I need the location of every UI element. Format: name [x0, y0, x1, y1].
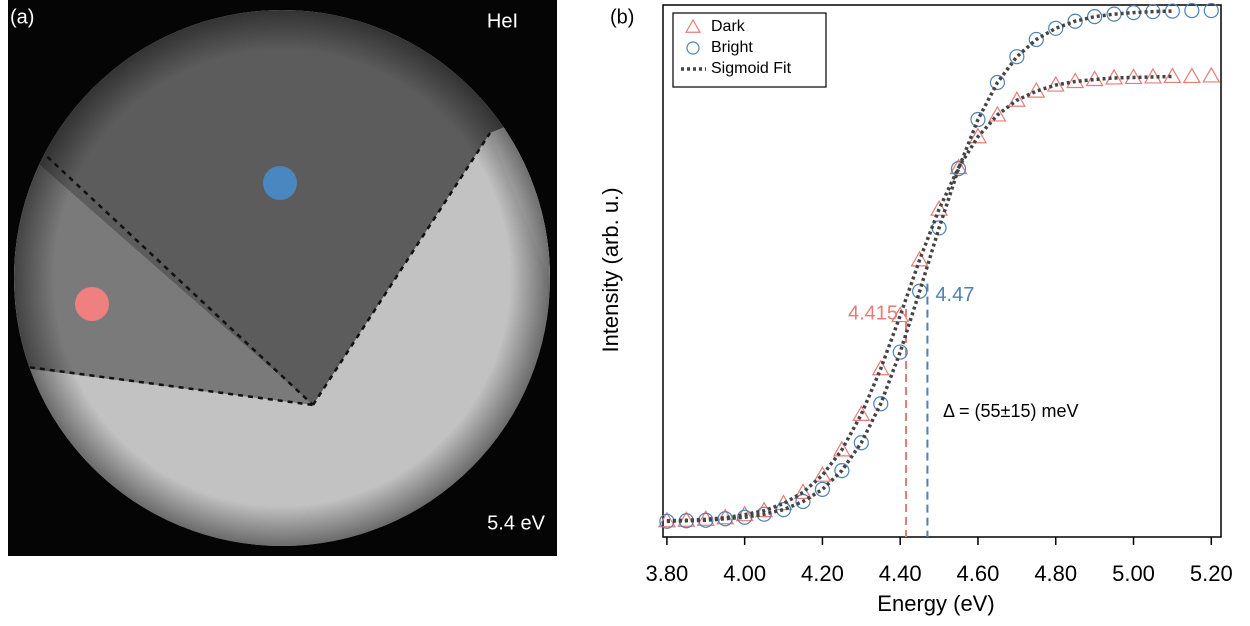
dark-point: [1027, 81, 1046, 98]
legend-label: Sigmoid Fit: [711, 60, 792, 77]
dark-point: [1202, 66, 1221, 83]
x-axis-label: Energy (eV): [877, 591, 994, 616]
dark-point: [657, 511, 676, 528]
marker-label: 4.47: [935, 284, 974, 306]
legend-label: Dark: [711, 18, 746, 35]
bright-point: [1203, 2, 1219, 19]
dark-point: [813, 465, 832, 482]
bright-point: [853, 435, 869, 451]
bright-point: [717, 511, 733, 527]
x-tick-label: 5.00: [1112, 561, 1155, 586]
bright-point: [970, 111, 986, 128]
x-tick-label: 4.40: [879, 561, 922, 586]
bright-point: [892, 344, 908, 360]
bright-point: [795, 493, 811, 510]
sigmoid-fit: [666, 74, 1173, 523]
dark-point: [871, 359, 890, 376]
dark-point: [832, 440, 851, 457]
legend-symbol: [684, 18, 702, 33]
x-tick-label: 5.20: [1190, 561, 1233, 586]
bright-point: [1048, 20, 1064, 36]
dark-point: [930, 199, 949, 216]
plot-frame: [662, 4, 1222, 538]
dark-point: [1163, 67, 1182, 84]
bright-point: [1087, 9, 1103, 25]
y-axis-label: Intensity (arb. u.): [598, 187, 623, 352]
sigmoid-fit: [666, 9, 1173, 524]
bright-region-dot: [263, 166, 297, 200]
dark-point: [968, 127, 988, 144]
legend-symbol: [686, 41, 700, 55]
dark-point: [1085, 70, 1104, 87]
bright-point: [912, 283, 928, 299]
micrograph: [14, 10, 550, 546]
dark-point: [1007, 91, 1026, 107]
bright-point: [1009, 49, 1025, 65]
x-tick-label: 4.20: [801, 561, 844, 586]
bright-point: [834, 463, 850, 479]
marker-label: 4.415: [848, 302, 898, 324]
bright-point: [950, 161, 967, 177]
dark-point: [1124, 68, 1143, 85]
dark-point: [910, 250, 929, 267]
bright-point: [1028, 31, 1044, 48]
dark-point: [1182, 67, 1201, 84]
dark-point: [891, 306, 910, 323]
x-tick-label: 4.00: [723, 561, 766, 586]
panel-label: (b): [610, 6, 634, 28]
bright-point: [1164, 3, 1180, 19]
bright-point: [814, 481, 831, 497]
x-tick-label: 4.60: [957, 561, 1000, 586]
dark-point: [793, 483, 813, 500]
x-tick-label: 3.80: [645, 561, 688, 586]
energy-label: 5.4 eV: [487, 512, 545, 534]
dark-region-dot: [75, 287, 109, 321]
dark-point: [1046, 75, 1065, 92]
bright-point: [873, 396, 889, 412]
annotation: Δ = (55±15) meV: [943, 401, 1078, 421]
dark-point: [949, 158, 968, 175]
bright-point: [1184, 2, 1200, 19]
bright-point: [989, 74, 1006, 91]
legend-label: Bright: [711, 39, 753, 56]
source-label: HeI: [487, 10, 518, 32]
dark-point: [852, 405, 871, 421]
x-tick-label: 4.80: [1034, 561, 1077, 586]
panel-label: (a): [10, 6, 34, 28]
dark-point: [677, 511, 696, 527]
panel-a: (a) HeI 5.4 eV: [8, 0, 557, 556]
dark-point: [988, 105, 1007, 122]
